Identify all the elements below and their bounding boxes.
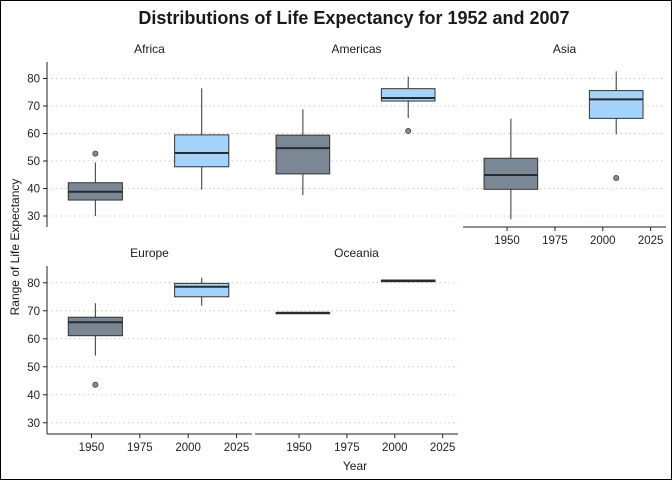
y-tick-label: 80 [27,74,40,86]
box-iqr [483,157,539,190]
chart-title: Distributions of Life Expectancy for 195… [138,8,569,28]
x-tick-label: 1950 [494,235,520,247]
x-axis-label: Year [343,459,367,473]
x-tick-label: 2000 [590,235,616,247]
strip-label: Europe [130,246,169,260]
box-iqr [275,134,331,175]
box-iqr [174,282,230,298]
x-tick-label: 1950 [286,442,312,454]
x-tick-label: 1975 [334,442,360,454]
x-tick-label: 2025 [638,235,664,247]
panel-oceania: Oceania 1950 1975 2000 2025 [255,246,458,454]
y-tick-label: 70 [27,101,40,113]
y-axis-label: Range of Life Expectancy [8,179,22,316]
y-tick-label: 60 [27,334,40,346]
strip-label: Americas [331,42,381,56]
box-1952 [275,311,331,315]
y-tick-label: 30 [27,418,40,430]
box-1952 [275,109,331,196]
y-tick-label: 70 [27,306,40,318]
box-iqr [588,90,644,119]
x-tick-label: 1975 [127,442,153,454]
outlier-point [613,175,620,182]
box-2007 [588,71,644,182]
panel-asia: Asia 1950 1975 2000 2025 [463,42,666,247]
outlier-point [92,150,99,157]
x-tick-label: 2000 [175,442,201,454]
box-iqr [67,316,123,337]
outlier-point [405,128,412,135]
strip-label: Africa [134,42,165,56]
strip-label: Asia [553,42,577,56]
box-2007 [174,88,230,190]
y-tick-label: 50 [27,362,40,374]
panel-europe: Europe 30 40 50 60 70 80 1950 1975 2000 2025 [27,246,252,454]
y-tick-label: 60 [27,129,40,141]
outlier-point [92,381,99,388]
panel-americas: Americas [255,42,458,217]
x-tick-label: 2025 [224,442,250,454]
facet-panels: Africa 30 40 50 60 70 80 Americas Asia 1950 1975 20… [27,42,666,454]
x-tick-label: 2025 [430,442,456,454]
box-iqr [174,134,230,168]
x-tick-label: 1975 [542,235,568,247]
y-tick-label: 40 [27,390,40,402]
box-1952 [67,150,123,216]
box-2007 [174,277,230,306]
strip-label: Oceania [334,246,379,260]
y-tick-label: 40 [27,184,40,196]
y-tick-label: 80 [27,278,40,290]
x-tick-label: 1950 [79,442,105,454]
y-tick-label: 50 [27,156,40,168]
box-1952 [483,118,539,220]
x-tick-label: 2000 [382,442,408,454]
box-2007 [380,279,436,283]
box-iqr [380,88,436,102]
y-tick-label: 30 [27,211,40,223]
panel-africa: Africa 30 40 50 60 70 80 [27,42,252,227]
box-2007 [380,76,436,135]
box-1952 [67,303,123,388]
